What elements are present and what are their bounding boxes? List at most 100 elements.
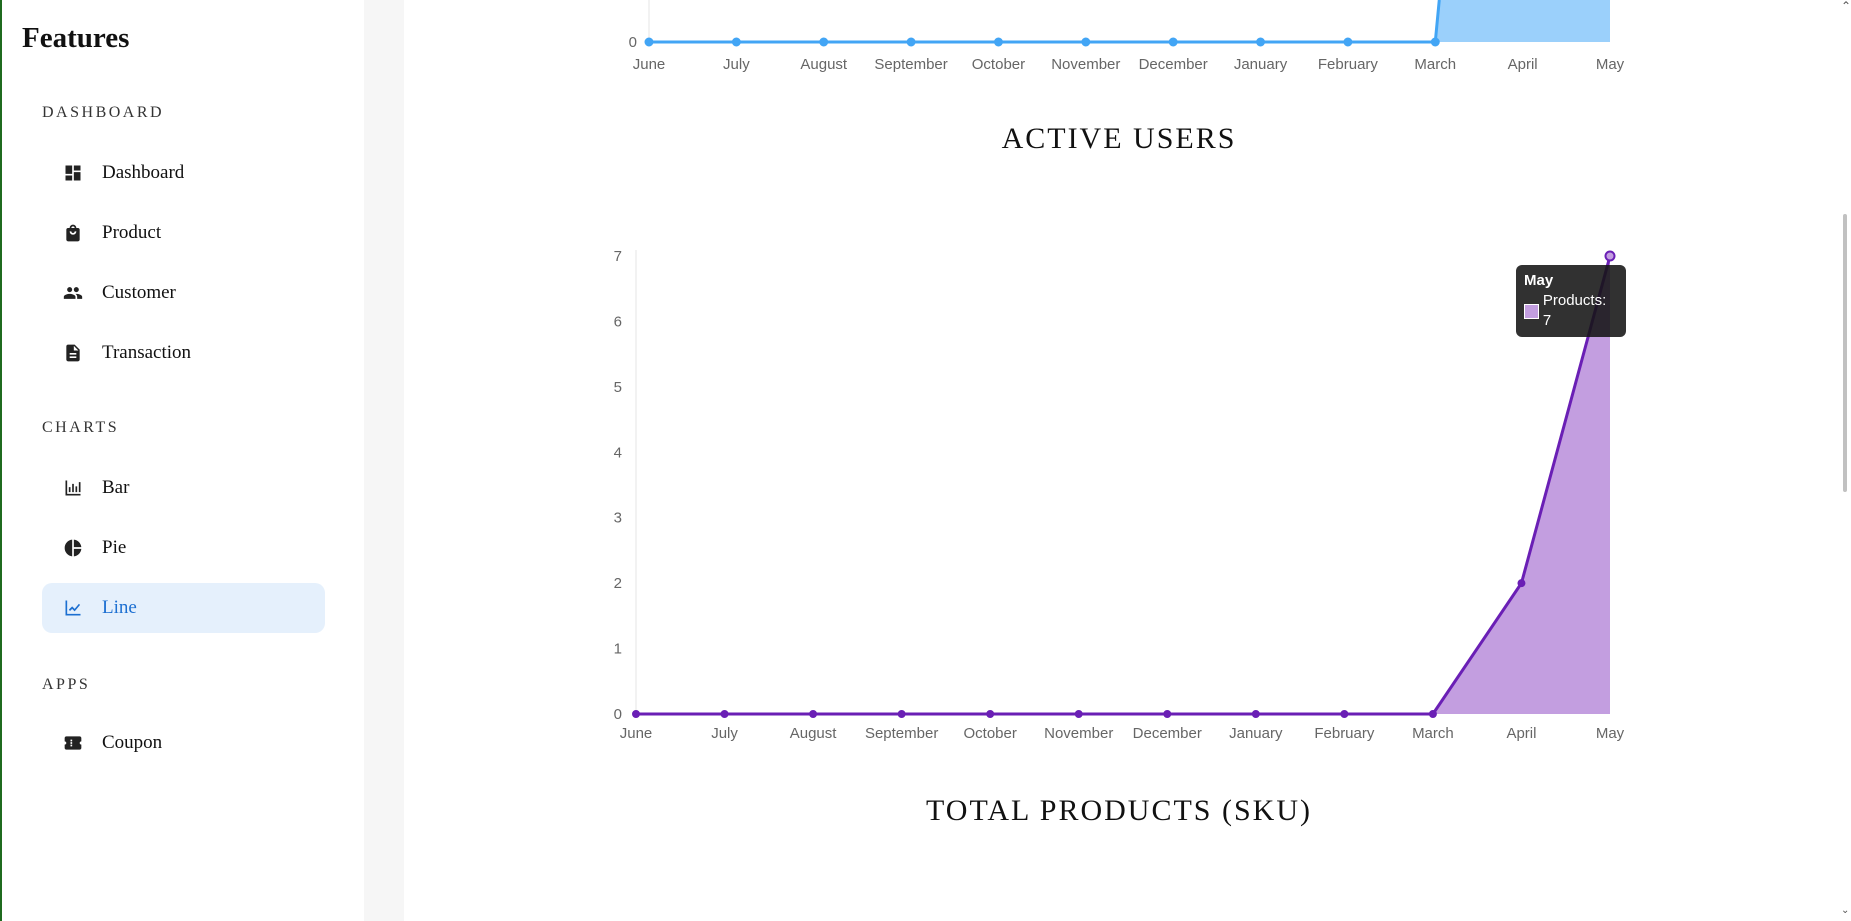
data-point (897, 710, 906, 718)
y-tick-label: 7 (614, 248, 622, 265)
data-point (1256, 37, 1266, 47)
tooltip-title: May (1524, 272, 1554, 289)
data-point (1168, 37, 1178, 47)
bar-chart-icon (62, 477, 84, 499)
active-users-chart: 0 June July August September October November D… (629, 0, 1625, 73)
scroll-up-icon[interactable]: ⌃ (1841, 0, 1851, 13)
pie-chart-icon (62, 537, 84, 559)
data-point (1081, 37, 1091, 47)
data-point (1428, 710, 1437, 718)
chart-title-total-products: TOTAL PRODUCTS (SKU) (926, 794, 1312, 827)
data-point (1340, 710, 1349, 718)
sidebar-item-label: Line (102, 597, 137, 618)
sidebar: Features DASHBOARD Dashboard Product Cus… (2, 0, 364, 921)
sidebar-item-line[interactable]: Line (42, 583, 325, 633)
x-tick-label: May (1596, 56, 1625, 73)
data-point (731, 37, 741, 47)
series-line (636, 255, 1612, 716)
section-label-dashboard: DASHBOARD (42, 104, 165, 121)
x-tick-label: August (800, 56, 848, 73)
line-chart-icon (62, 597, 84, 619)
y-tick-label: 4 (614, 444, 622, 461)
data-point (906, 37, 916, 47)
brand-title: Features (22, 22, 130, 54)
sidebar-item-customer[interactable]: Customer (42, 268, 325, 318)
window-edge (0, 0, 2, 921)
series-area (636, 256, 1610, 714)
x-tick-label: January (1229, 725, 1283, 742)
content-gutter (364, 0, 404, 921)
x-tick-label: February (1318, 56, 1379, 73)
x-tick-label: February (1314, 725, 1375, 742)
x-tick-label: April (1508, 56, 1538, 73)
scroll-down-icon[interactable]: ⌄ (1841, 905, 1850, 916)
x-tick-label: August (790, 725, 838, 742)
sidebar-item-label: Coupon (102, 732, 163, 753)
dashboard-icon (62, 162, 84, 184)
scroll-thumb[interactable] (1843, 214, 1847, 492)
data-point (1430, 37, 1440, 47)
x-tick-label: December (1133, 725, 1202, 742)
main-content: 0 June July August September October November D… (404, 0, 1840, 921)
x-tick-label: June (633, 56, 666, 73)
x-tick-label: March (1414, 56, 1456, 73)
data-point (644, 37, 654, 47)
sidebar-item-coupon[interactable]: Coupon (42, 718, 325, 768)
x-tick-label: January (1234, 56, 1288, 73)
sidebar-item-bar[interactable]: Bar (42, 463, 325, 513)
sidebar-item-label: Dashboard (102, 162, 185, 183)
x-tick-label: November (1044, 725, 1113, 742)
tooltip-label: Products: 7 (1542, 292, 1607, 329)
sidebar-item-label: Pie (102, 537, 127, 558)
section-label-apps: APPS (42, 676, 91, 693)
y-tick-label: 0 (614, 706, 622, 723)
coupon-icon (62, 732, 84, 754)
data-point (1343, 37, 1353, 47)
x-tick-label: March (1412, 725, 1454, 742)
y-tick-label: 1 (614, 641, 622, 658)
vertical-scrollbar[interactable]: ⌃ ⌄ (1840, 0, 1851, 921)
x-tick-label: December (1139, 56, 1208, 73)
sidebar-item-label: Customer (102, 282, 176, 303)
data-point (993, 37, 1003, 47)
data-point (986, 710, 995, 718)
data-point (1251, 710, 1260, 718)
y-tick-label: 3 (614, 510, 622, 527)
x-tick-label: July (723, 56, 750, 73)
data-point (720, 710, 729, 718)
total-products-chart: 0 1 2 3 4 5 6 7 June July August September October No… (614, 248, 1625, 742)
data-point (1163, 710, 1172, 718)
data-point (809, 710, 818, 718)
x-tick-label: November (1051, 56, 1120, 73)
data-point (1517, 579, 1526, 588)
y-tick-label: 6 (614, 313, 622, 330)
sidebar-item-label: Transaction (102, 342, 192, 363)
data-point (632, 710, 640, 718)
sidebar-item-label: Product (102, 222, 162, 243)
chart-tooltip: May Products: 7 (1516, 265, 1626, 337)
x-tick-label: April (1506, 725, 1536, 742)
series-line (649, 0, 1441, 44)
x-tick-label: June (620, 725, 653, 742)
data-point (1604, 250, 1616, 262)
data-point (1074, 710, 1083, 718)
tooltip-swatch (1524, 303, 1539, 319)
x-tick-label: September (865, 725, 938, 742)
sidebar-item-product[interactable]: Product (42, 208, 325, 258)
x-tick-label: September (874, 56, 947, 73)
section-label-charts: CHARTS (42, 419, 120, 436)
chart-title-active-users: ACTIVE USERS (1001, 122, 1237, 155)
series-area (1435, 0, 1610, 42)
data-point (819, 37, 829, 47)
x-tick-label: October (972, 56, 1025, 73)
sidebar-item-label: Bar (102, 477, 130, 498)
sidebar-item-dashboard[interactable]: Dashboard (42, 148, 325, 198)
people-icon (62, 282, 84, 304)
document-icon (62, 342, 84, 364)
x-tick-label: July (711, 725, 738, 742)
sidebar-item-pie[interactable]: Pie (42, 523, 325, 573)
y-tick-label: 2 (614, 575, 622, 592)
shopping-bag-icon (62, 222, 84, 244)
y-tick-label: 0 (629, 34, 637, 51)
sidebar-item-transaction[interactable]: Transaction (42, 328, 325, 378)
